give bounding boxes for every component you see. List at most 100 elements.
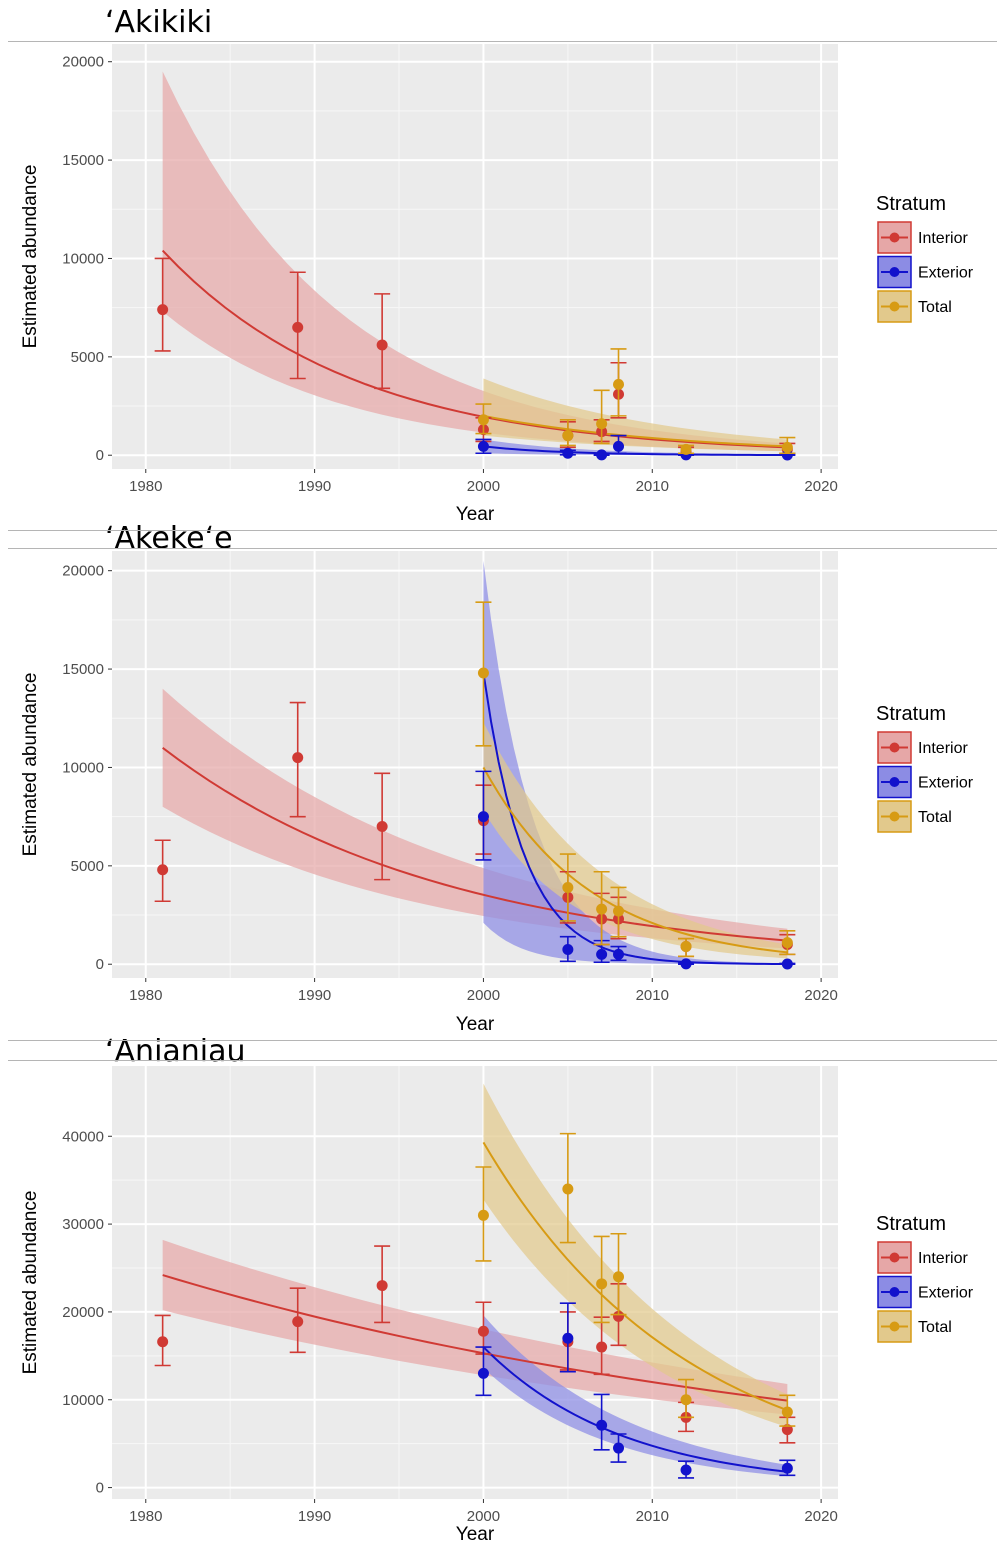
legend-key-point — [889, 777, 900, 787]
y-tick-label: 10000 — [62, 759, 104, 776]
data-point-total — [562, 430, 574, 442]
y-tick-label: 10000 — [62, 1392, 104, 1409]
legend-key-point — [889, 1287, 900, 1297]
y-tick-label: 40000 — [62, 1128, 104, 1145]
panel-divider — [8, 41, 997, 42]
data-point-total — [477, 1209, 489, 1221]
y-tick-label: 0 — [96, 1480, 104, 1497]
data-point-interior — [292, 1316, 304, 1328]
x-tick-label: 2000 — [467, 1508, 500, 1525]
legend-key-point — [889, 1252, 900, 1263]
data-point-exterior — [613, 440, 625, 452]
data-point-interior — [596, 1341, 608, 1353]
data-point-total — [680, 443, 692, 455]
trend-line-exterior — [482, 672, 788, 966]
legend-key-point — [889, 742, 900, 753]
y-tick-label: 15000 — [62, 152, 104, 169]
trend-line-total — [483, 414, 788, 448]
trend-line-interior — [161, 249, 788, 449]
data-point-total — [477, 414, 489, 426]
panel-divider — [8, 1040, 997, 1041]
legend-key-point — [889, 1321, 900, 1332]
y-axis-label: Estimated abundance — [20, 1191, 41, 1375]
data-point-exterior — [477, 811, 489, 823]
x-tick-label: 1990 — [298, 478, 331, 495]
trend-line-total — [482, 1141, 788, 1412]
y-tick-label: 5000 — [71, 858, 104, 875]
data-point-total — [613, 1271, 625, 1283]
data-point-total — [562, 1183, 574, 1195]
panel-divider — [8, 548, 997, 549]
x-tick-label: 2010 — [636, 1508, 669, 1525]
data-point-total — [781, 441, 793, 453]
data-point-interior — [157, 1336, 169, 1348]
confidence-band-total — [483, 722, 788, 959]
x-tick-label: 2020 — [804, 987, 837, 1004]
y-tick-label: 10000 — [62, 250, 104, 267]
confidence-band-interior — [162, 688, 788, 949]
x-axis-label: Year — [456, 1014, 495, 1035]
legend-label-exterior: Exterior — [918, 1285, 974, 1302]
legend-label-total: Total — [918, 299, 952, 316]
data-point-exterior — [477, 1367, 489, 1379]
trend-line-interior — [162, 746, 788, 942]
data-point-interior — [292, 752, 304, 764]
data-point-exterior — [477, 440, 489, 452]
x-tick-label: 2000 — [467, 478, 500, 495]
y-tick-label: 20000 — [62, 563, 104, 580]
data-point-exterior — [781, 449, 793, 461]
y-tick-label: 0 — [96, 447, 104, 464]
x-tick-label: 2000 — [467, 987, 500, 1004]
chart-akikiki: 1980 1990 2000 2010 2020 0 5000 10000 15000 20000… — [20, 44, 974, 525]
data-point-exterior — [781, 958, 793, 970]
trend-line-total — [482, 766, 788, 954]
data-point-total — [613, 378, 625, 390]
x-tick-label: 2010 — [636, 478, 669, 495]
data-point-interior — [376, 1280, 388, 1292]
data-point-exterior — [596, 449, 608, 461]
legend-title: Stratum — [876, 703, 946, 725]
panel-anianiau: ‘Anianiau 1980 1990 2000 2010 2020 0 10000 2000… — [0, 1037, 997, 1545]
legend-label-total: Total — [918, 1319, 952, 1336]
legend-title: Stratum — [876, 193, 946, 215]
x-tick-label: 2020 — [804, 1508, 837, 1525]
confidence-band-exterior — [483, 560, 788, 965]
data-point-total — [562, 881, 574, 893]
data-point-exterior — [596, 948, 608, 960]
x-tick-label: 1980 — [129, 478, 162, 495]
y-tick-label: 20000 — [62, 1304, 104, 1321]
data-point-exterior — [613, 948, 625, 960]
chart-akekee: 1980 1990 2000 2010 2020 0 5000 10000 15000 20000… — [20, 551, 974, 1035]
data-point-interior — [292, 321, 304, 333]
data-point-exterior — [680, 1464, 692, 1476]
legend-label-interior: Interior — [918, 1250, 968, 1267]
x-tick-label: 1980 — [129, 987, 162, 1004]
x-axis-label: Year — [456, 1524, 495, 1545]
data-point-interior — [376, 339, 388, 351]
data-point-exterior — [680, 958, 692, 970]
panel-title: ‘Akikiki — [105, 5, 213, 40]
data-point-total — [596, 418, 608, 430]
y-tick-label: 30000 — [62, 1216, 104, 1233]
legend-label-interior: Interior — [918, 740, 968, 757]
confidence-band-interior — [162, 71, 788, 452]
y-axis-label: Estimated abundance — [20, 673, 41, 857]
data-point-total — [477, 667, 489, 679]
x-tick-label: 1990 — [298, 1508, 331, 1525]
legend-key-point — [889, 232, 900, 243]
legend-key-point — [889, 301, 900, 312]
data-point-exterior — [562, 1332, 574, 1344]
legend-key-point — [889, 267, 900, 277]
x-tick-label: 2010 — [636, 987, 669, 1004]
x-tick-label: 1990 — [298, 987, 331, 1004]
data-point-interior — [376, 820, 388, 832]
trend-line-exterior — [483, 445, 788, 457]
data-point-total — [596, 1278, 608, 1290]
y-tick-label: 15000 — [62, 661, 104, 678]
data-point-total — [613, 905, 625, 917]
trend-line-exterior — [482, 1346, 788, 1473]
legend-key-point — [889, 811, 900, 822]
x-axis-label: Year — [456, 504, 495, 525]
data-point-interior — [613, 1310, 625, 1322]
panel-divider — [8, 530, 997, 531]
